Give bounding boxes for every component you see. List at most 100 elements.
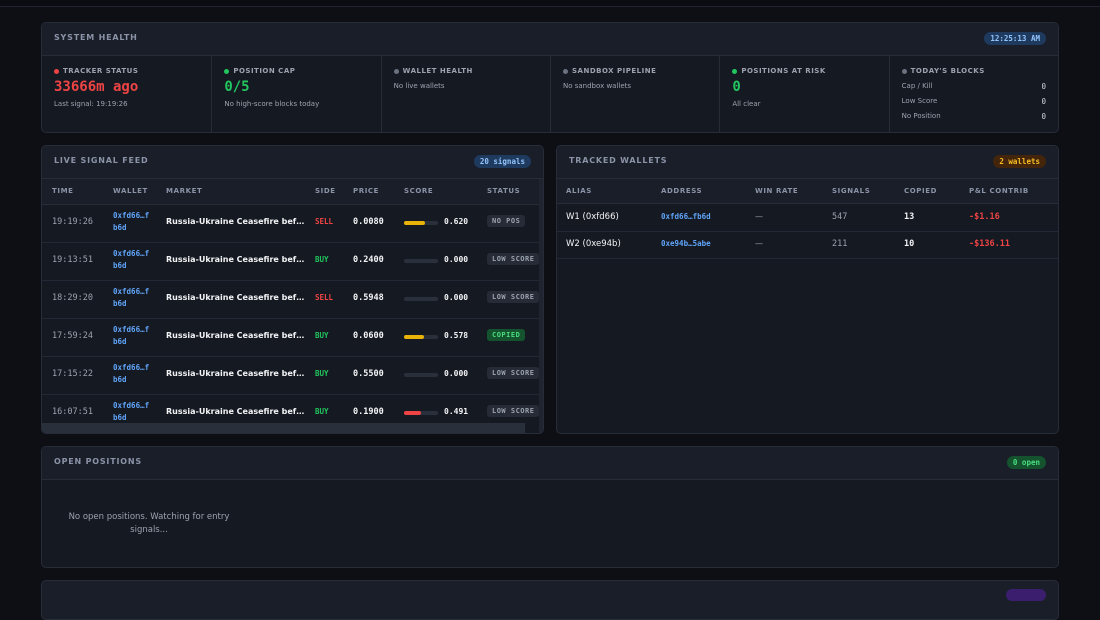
pnl: -$136.11	[969, 239, 1010, 249]
horizontal-scrollbar	[42, 423, 525, 433]
score-value: 0.000	[444, 255, 469, 264]
cell-note: No high-score blocks today	[224, 100, 320, 108]
block-label: Low Score	[901, 97, 938, 105]
health-cell: POSITIONS AT RISK 0 All clear	[719, 56, 888, 132]
side: BUY	[315, 407, 329, 416]
column-header: MARKET	[166, 187, 203, 195]
side: SELL	[315, 293, 334, 302]
next-panel	[41, 580, 1059, 620]
wallet: 0xfd66…fb6d	[113, 287, 150, 308]
status-dot	[732, 69, 738, 74]
block-label: Cap / Kill	[901, 82, 933, 90]
price: 0.5500	[353, 369, 384, 379]
score-bar	[404, 221, 426, 225]
tracked-wallets-panel: TRACKED WALLETS 2 wallets ALIAS ADDRESS WI…	[556, 145, 1059, 434]
address: 0xe94b…5abe	[661, 239, 711, 248]
time: 16:07:51	[52, 407, 93, 417]
alias: W2 (0xe94b)	[566, 239, 621, 249]
panel-header: LIVE SIGNAL FEED 20 signals	[42, 146, 543, 179]
column-header: COPIED	[904, 187, 938, 195]
signal-row: 19:13:51 0xfd66…fb6d Russia-Ukraine Ceasef…	[42, 242, 539, 281]
cell-note: Last signal: 19:19:26	[54, 100, 128, 108]
health-cell: TODAY'S BLOCKS Cap / Kill 0 Low Score 0 No Po…	[888, 56, 1058, 132]
health-cell: WALLET HEALTH No live wallets	[380, 56, 550, 132]
vertical-scrollbar	[539, 179, 543, 433]
market: Russia-Ukraine Ceasefire bef…	[166, 369, 305, 378]
signals: 547	[832, 212, 848, 222]
status-badge: LOW SCORE	[487, 291, 539, 303]
column-header: WIN RATE	[755, 187, 799, 195]
time: 18:29:20	[52, 293, 93, 303]
cell-note: No live wallets	[393, 82, 445, 90]
score-track	[404, 411, 438, 415]
empty-message: No open positions. Watching for entry si…	[68, 512, 230, 535]
market: Russia-Ukraine Ceasefire bef…	[166, 217, 305, 226]
column-header: STATUS	[487, 187, 521, 195]
column-header: SIDE	[315, 187, 336, 195]
panel-title: SYSTEM HEALTH	[54, 33, 138, 42]
market: Russia-Ukraine Ceasefire bef…	[166, 255, 305, 264]
time: 19:13:51	[52, 255, 93, 265]
price: 0.2400	[353, 255, 384, 265]
signal-row: 18:29:20 0xfd66…fb6d Russia-Ukraine Ceasef…	[42, 280, 539, 319]
signals: 211	[832, 239, 848, 249]
signal-row: 17:59:24 0xfd66…fb6d Russia-Ukraine Ceasef…	[42, 318, 539, 357]
status-dot	[54, 69, 59, 74]
status-badge: LOW SCORE	[487, 405, 539, 417]
clock-badge: 12:25:13 AM	[984, 32, 1046, 45]
time: 17:15:22	[52, 369, 93, 379]
score-value: 0.491	[444, 407, 469, 416]
score-value: 0.578	[444, 331, 469, 340]
score-value: 0.000	[444, 293, 469, 302]
status-dot	[563, 69, 568, 74]
status-badge: COPIED	[487, 329, 526, 341]
cell-value: 0/5	[224, 79, 250, 95]
column-header: ALIAS	[566, 187, 592, 195]
panel-header: OPEN POSITIONS 0 open	[42, 447, 1058, 480]
column-header: SCORE	[404, 187, 434, 195]
price: 0.0600	[353, 331, 384, 341]
score-value: 0.000	[444, 369, 469, 378]
table-header	[557, 179, 1058, 204]
market: Russia-Ukraine Ceasefire bef…	[166, 331, 305, 340]
count-badge: 0 open	[1006, 456, 1046, 469]
top-bar	[0, 0, 1100, 7]
time: 17:59:24	[52, 331, 93, 341]
copied: 10	[904, 239, 915, 249]
health-cell: POSITION CAP 0/5 No high-score blocks toda…	[211, 56, 380, 132]
cell-label: POSITION CAP	[233, 67, 296, 75]
block-count: 0	[1041, 82, 1046, 91]
score-value: 0.620	[444, 217, 469, 226]
signal-row: 16:07:51 0xfd66…fb6d Russia-Ukraine Ceasef…	[42, 394, 539, 423]
wallet: 0xfd66…fb6d	[113, 363, 150, 384]
health-cell: SANDBOX PIPELINE No sandbox wallets	[550, 56, 719, 132]
copied: 13	[904, 212, 915, 222]
block-count: 0	[1041, 97, 1046, 106]
panel-title: OPEN POSITIONS	[54, 457, 142, 466]
wallet: 0xfd66…fb6d	[113, 401, 150, 422]
wallet: 0xfd66…fb6d	[113, 325, 150, 346]
column-header: PRICE	[353, 187, 380, 195]
block-count: 0	[1041, 112, 1046, 121]
system-health-panel: SYSTEM HEALTH 12:25:13 AM TRACKER STATUS…	[41, 22, 1059, 133]
win-rate: —	[755, 212, 763, 221]
table-header	[42, 179, 539, 205]
signal-feed-panel: LIVE SIGNAL FEED 20 signals TIME WALLET MA…	[41, 145, 544, 434]
score-track	[404, 259, 438, 263]
score-track	[404, 297, 438, 301]
signal-row: 17:15:22 0xfd66…fb6d Russia-Ukraine Ceasef…	[42, 356, 539, 395]
pnl: -$1.16	[969, 212, 1000, 222]
column-header: P&L CONTRIB	[969, 187, 1029, 195]
block-label: No Position	[901, 112, 941, 120]
win-rate: —	[755, 239, 763, 248]
score-bar	[404, 411, 421, 415]
side: BUY	[315, 369, 329, 378]
address: 0xfd66…fb6d	[661, 212, 711, 221]
cell-label: TRACKER STATUS	[63, 67, 139, 75]
cell-label: TODAY'S BLOCKS	[910, 67, 985, 75]
badge-decoration	[1006, 589, 1046, 601]
status-badge: NO POS	[487, 215, 526, 227]
wallet-row: W1 (0xfd66) 0xfd66…fb6d — 547 13 -$1.16	[557, 204, 1058, 232]
panel-header: TRACKED WALLETS 2 wallets	[557, 146, 1058, 179]
